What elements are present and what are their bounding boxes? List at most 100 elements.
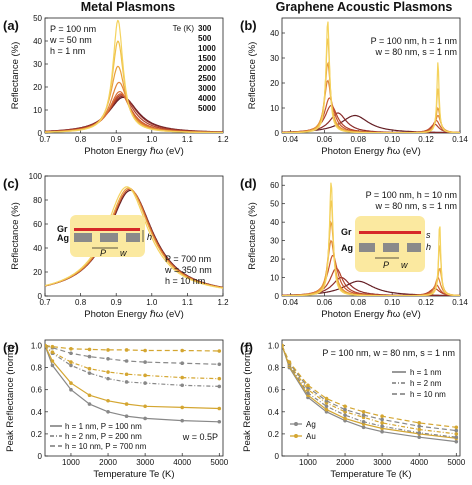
data-point bbox=[454, 428, 459, 433]
data-point bbox=[417, 421, 422, 425]
data-point bbox=[87, 371, 92, 375]
legend-entry: h = 2 nm bbox=[410, 379, 442, 388]
data-point bbox=[50, 344, 55, 349]
data-point bbox=[217, 362, 222, 367]
data-point bbox=[69, 381, 73, 385]
x-tick-label: 1.2 bbox=[217, 298, 229, 307]
plot-area bbox=[282, 343, 459, 444]
inset-label: w bbox=[401, 260, 408, 270]
data-point bbox=[454, 435, 459, 440]
annotation: w = 80 nm, s = 1 nm bbox=[374, 201, 457, 211]
annotation: P = 100 nm, h = 10 nm bbox=[366, 190, 457, 200]
data-point bbox=[69, 351, 73, 356]
annotation: h = 10 nm bbox=[165, 276, 205, 286]
annotation: w = 350 nm bbox=[164, 265, 212, 275]
y-tick-label: 0 bbox=[38, 129, 43, 138]
y-tick-label: 0.8 bbox=[31, 364, 43, 373]
gap bbox=[375, 243, 383, 252]
legend-entry: 1500 bbox=[198, 54, 216, 63]
inset-label: h bbox=[147, 232, 152, 242]
y-tick-label: 100 bbox=[29, 172, 43, 181]
data-point bbox=[143, 360, 147, 364]
annotation: w = 0.5P bbox=[182, 432, 218, 442]
data-point bbox=[106, 370, 110, 374]
y-tick-label: 10 bbox=[33, 106, 42, 115]
y-tick-label: 10 bbox=[270, 104, 279, 113]
y-tick-label: 0 bbox=[275, 292, 280, 301]
y-tick-label: 40 bbox=[33, 37, 42, 46]
x-tick-label: 4000 bbox=[173, 458, 191, 467]
y-tick-label: 30 bbox=[270, 237, 279, 246]
data-point bbox=[417, 427, 422, 432]
data-point bbox=[324, 404, 329, 409]
y-tick-label: 0.4 bbox=[268, 408, 280, 417]
legend-entry: Ag bbox=[306, 420, 316, 429]
y-tick-label: 0.2 bbox=[31, 430, 43, 439]
data-point bbox=[143, 348, 147, 353]
panel-b: (b) 0.04 0.06 0.08 0.10 0.12 0.14 0 10 20 30 40 Phot… bbox=[240, 17, 468, 157]
series-line bbox=[45, 187, 223, 289]
data-point bbox=[180, 361, 185, 366]
data-point bbox=[87, 354, 92, 359]
gap bbox=[92, 233, 100, 242]
data-point bbox=[106, 348, 110, 352]
x-tick-label: 0.10 bbox=[384, 298, 400, 307]
x-tick-label: 1.1 bbox=[182, 298, 194, 307]
data-point bbox=[143, 381, 147, 385]
panel-label: (b) bbox=[240, 18, 257, 33]
annotation: P = 100 nm bbox=[50, 24, 96, 34]
data-point bbox=[180, 375, 185, 380]
data-point bbox=[69, 363, 73, 368]
legend-title: Te (K) bbox=[173, 24, 195, 33]
y-tick-label: 10 bbox=[270, 274, 279, 283]
legend-entry: 4000 bbox=[198, 94, 216, 103]
data-point bbox=[143, 373, 147, 378]
y-tick-label: 80 bbox=[33, 196, 42, 205]
x-axis-label: Photon Energy ℏω (eV) bbox=[84, 309, 184, 320]
x-tick-label: 0.8 bbox=[75, 298, 87, 307]
x-tick-label: 0.7 bbox=[39, 135, 51, 144]
legend-entry: 300 bbox=[198, 24, 212, 33]
data-point bbox=[417, 435, 422, 440]
series-line bbox=[45, 93, 223, 133]
series-line bbox=[282, 61, 460, 133]
plot-area bbox=[45, 343, 222, 424]
data-point bbox=[143, 416, 147, 421]
x-tick-label: 1.1 bbox=[182, 135, 194, 144]
series-line bbox=[45, 90, 223, 133]
panel-c: (c) 0.7 0.8 0.9 1.0 1.1 1.2 0 20 40 60 80 100 Photon … bbox=[3, 172, 229, 320]
data-point bbox=[454, 432, 459, 436]
legend-entry: Au bbox=[306, 432, 316, 441]
x-axis-label: Photon Energy ℏω (eV) bbox=[321, 146, 421, 157]
inset-label: Gr bbox=[341, 227, 352, 237]
data-point bbox=[50, 363, 55, 368]
plot-area bbox=[282, 21, 460, 133]
y-tick-label: 0 bbox=[275, 129, 280, 138]
x-tick-label: 2000 bbox=[99, 458, 117, 467]
data-point bbox=[45, 343, 47, 348]
data-point bbox=[306, 391, 310, 395]
y-tick-label: 0.2 bbox=[268, 430, 280, 439]
x-tick-label: 4000 bbox=[410, 458, 428, 467]
x-tick-label: 0.9 bbox=[111, 298, 123, 307]
data-point bbox=[124, 372, 129, 377]
annotation: w = 50 nm bbox=[49, 35, 92, 45]
data-point bbox=[180, 383, 185, 388]
y-axis-label: Reflectance (%) bbox=[247, 202, 258, 270]
series-line bbox=[45, 19, 223, 133]
data-point bbox=[361, 410, 366, 414]
plot-area bbox=[45, 186, 223, 289]
x-tick-label: 3000 bbox=[373, 458, 391, 467]
data-point bbox=[87, 402, 92, 406]
y-tick-label: 0 bbox=[38, 452, 43, 461]
data-point bbox=[50, 350, 55, 354]
data-point bbox=[87, 347, 92, 352]
structure-inset-d: Gr Ag P w sh bbox=[341, 216, 431, 272]
data-point bbox=[380, 417, 384, 422]
data-point bbox=[343, 416, 347, 421]
y-axis-label: Reflectance (%) bbox=[10, 42, 21, 110]
y-tick-label: 1.0 bbox=[268, 342, 280, 351]
data-point bbox=[361, 419, 366, 424]
data-point bbox=[124, 380, 129, 384]
